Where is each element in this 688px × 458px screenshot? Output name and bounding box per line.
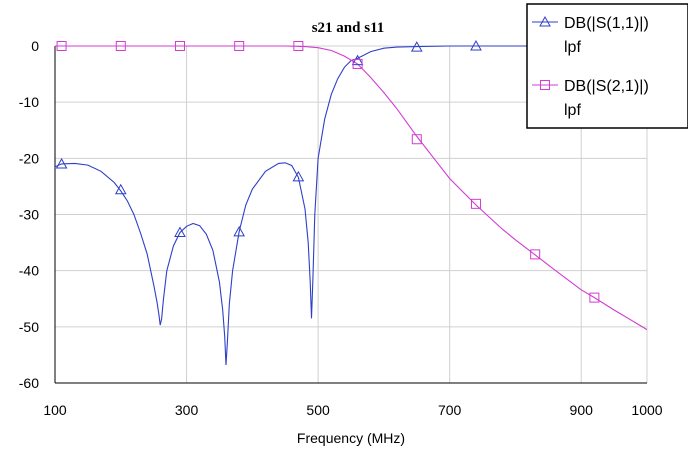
marker-layer: [55, 39, 600, 303]
series-layer: [55, 45, 647, 366]
legend[interactable]: DB(|S(1,1)|) lpf DB(|S(2,1)|) lpf: [526, 3, 688, 129]
plot-frame: [54, 46, 647, 384]
series-2-marker: [293, 41, 304, 51]
legend-label-2: DB(|S(2,1)|): [564, 78, 649, 95]
chart-title: s21 and s11: [312, 20, 385, 36]
legend-box: [526, 3, 688, 129]
y-tick-label: -50: [19, 319, 39, 335]
series-2-marker: [352, 58, 363, 69]
series-1-marker: [470, 39, 482, 51]
legend-marker-2: [540, 80, 550, 90]
series-1-marker: [292, 170, 305, 182]
series-2-marker: [234, 41, 245, 51]
y-tick-label: -60: [19, 375, 39, 391]
y-tick-label: 0: [31, 38, 39, 54]
legend-marker-1: [539, 15, 551, 27]
x-tick-labels: 100 300 500 700 900 1000: [43, 402, 662, 418]
series-1-marker: [174, 226, 186, 237]
y-tick-label: -30: [19, 207, 39, 223]
x-tick-label: 300: [175, 402, 199, 418]
series-1-marker: [410, 41, 423, 52]
x-tick-label: 900: [570, 402, 594, 418]
y-tick-label: -10: [19, 94, 39, 110]
x-tick-label: 500: [306, 402, 330, 418]
series-line-1: [55, 45, 647, 366]
y-tick-labels: 0 -10 -20 -30 -40 -50 -60: [19, 38, 39, 391]
series-2-marker: [530, 249, 541, 260]
series-1-marker: [233, 225, 246, 237]
series-1-marker: [351, 54, 364, 66]
legend-sublabel-1: lpf: [564, 39, 581, 56]
series-1-marker: [55, 157, 68, 169]
series-1-marker: [114, 183, 127, 195]
series-2-marker: [174, 41, 185, 51]
series-2-marker: [470, 198, 481, 209]
x-axis-label: Frequency (MHz): [297, 430, 405, 446]
legend-label-1: DB(|S(1,1)|): [564, 15, 649, 32]
x-tick-label: 1000: [631, 402, 662, 418]
legend-sublabel-2: lpf: [564, 102, 581, 119]
y-tick-label: -20: [19, 150, 39, 166]
series-2-marker: [56, 41, 67, 51]
series-line-2: [55, 45, 647, 331]
x-tick-label: 700: [438, 402, 462, 418]
y-tick-label: -40: [19, 263, 39, 279]
series-2-marker: [411, 134, 422, 145]
series-2-marker: [589, 292, 600, 303]
x-tick-label: 100: [43, 402, 67, 418]
series-2-marker: [115, 41, 126, 51]
